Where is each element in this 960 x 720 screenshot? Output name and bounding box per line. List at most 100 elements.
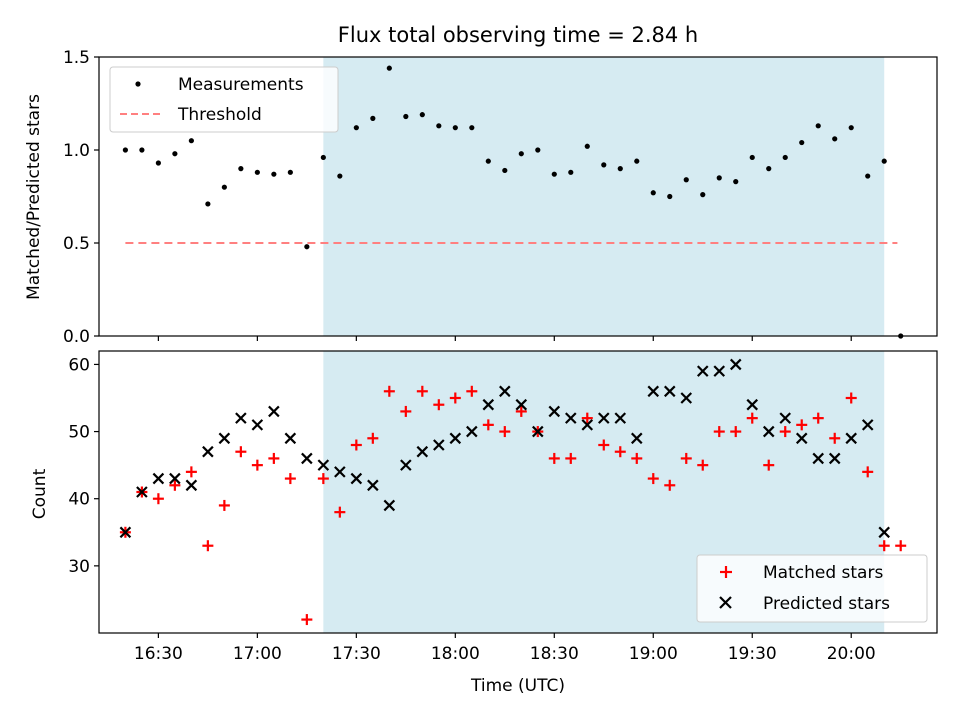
- measurement-point: [320, 154, 326, 161]
- measurement-point: [667, 193, 673, 200]
- matched-star-point: [284, 473, 296, 485]
- measurement-point: [799, 139, 805, 146]
- matched-star-point: [367, 432, 379, 444]
- measurement-point: [271, 171, 277, 177]
- matched-star-point: [235, 446, 247, 458]
- x-tick-label: 17:30: [332, 644, 381, 664]
- measurement-point: [436, 123, 442, 129]
- measurement-point: [634, 158, 640, 164]
- bottom-y-axis-label: Count: [30, 468, 50, 519]
- predicted-star-point: [136, 486, 148, 498]
- measurement-point: [584, 143, 590, 149]
- matched-star-point: [763, 459, 775, 471]
- matched-star-point: [383, 385, 395, 397]
- legend-threshold-label: Threshold: [177, 105, 262, 125]
- measurement-point: [419, 112, 425, 118]
- measurement-point: [403, 113, 409, 120]
- measurement-point: [469, 125, 475, 131]
- legend-measurements-marker: [135, 81, 141, 87]
- predicted-star-point: [614, 412, 627, 424]
- matched-star-point: [746, 412, 758, 424]
- predicted-star-point: [466, 425, 478, 438]
- bottom-y-tick-label: 50: [68, 423, 90, 443]
- bottom-y-tick-label: 30: [68, 557, 90, 577]
- measurement-point: [535, 147, 541, 153]
- predicted-star-point: [795, 432, 808, 445]
- x-tick-label: 20:00: [827, 644, 876, 664]
- matched-star-point: [169, 479, 181, 491]
- predicted-star-point: [861, 419, 874, 431]
- matched-star-point: [878, 540, 890, 552]
- matched-star-point: [400, 405, 412, 417]
- predicted-star-point: [268, 405, 280, 418]
- predicted-star-point: [663, 385, 676, 398]
- measurement-point: [485, 158, 491, 164]
- predicted-star-point: [202, 445, 214, 458]
- measurement-point: [733, 179, 739, 185]
- x-tick-label: 19:00: [629, 644, 678, 664]
- matched-star-point: [449, 392, 461, 404]
- matched-star-point: [268, 452, 280, 464]
- measurement-point: [337, 173, 343, 179]
- predicted-star-point: [729, 358, 742, 371]
- matched-star-point: [895, 540, 907, 552]
- measurement-point: [782, 154, 788, 161]
- measurement-point: [122, 147, 128, 153]
- x-tick-label: 17:00: [233, 644, 282, 664]
- predicted-star-point: [680, 392, 693, 404]
- predicted-star-point: [532, 425, 544, 438]
- legend-measurements-label: Measurements: [178, 75, 304, 95]
- predicted-star-point: [235, 412, 247, 424]
- predicted-star-point: [218, 432, 231, 445]
- top-panel: 0.0 0.5 1.0 1.5 Matched/Predicted stars Mea…: [24, 48, 938, 347]
- matched-star-point: [680, 452, 692, 464]
- matched-star-point: [631, 452, 643, 464]
- predicted-star-point: [565, 412, 577, 424]
- top-y-axis-label: Matched/Predicted stars: [24, 94, 44, 300]
- top-y-tick-label: 0.5: [63, 234, 90, 254]
- predicted-star-point: [400, 459, 412, 471]
- matched-star-point: [664, 479, 676, 491]
- matched-star-point: [713, 426, 725, 438]
- matched-star-point: [796, 419, 808, 431]
- measurement-point: [155, 160, 161, 166]
- bottom-legend: Matched stars Predicted stars: [696, 554, 928, 623]
- matched-star-point: [317, 473, 329, 485]
- matched-star-point: [334, 506, 346, 518]
- matched-star-point: [251, 459, 263, 471]
- predicted-star-point: [119, 526, 132, 539]
- measurement-point: [188, 138, 194, 144]
- measurement-point: [881, 158, 887, 164]
- predicted-star-point: [515, 398, 528, 411]
- matched-star-point: [812, 412, 824, 424]
- predicted-star-point: [449, 432, 462, 445]
- matched-star-point: [548, 452, 560, 464]
- legend-matched-marker: [720, 566, 732, 578]
- matched-star-point: [598, 439, 610, 451]
- measurement-point: [304, 244, 310, 250]
- matched-star-point: [202, 540, 214, 552]
- predicted-star-point: [334, 466, 346, 478]
- predicted-star-point: [598, 412, 610, 424]
- matched-star-point: [697, 459, 709, 471]
- predicted-star-point: [482, 398, 495, 411]
- bottom-plot-frame: [98, 350, 938, 634]
- matched-star-point: [482, 419, 494, 431]
- measurement-point: [683, 177, 689, 183]
- matched-star-point: [499, 426, 511, 438]
- matched-star-point: [581, 412, 593, 424]
- predicted-star-point: [548, 405, 561, 418]
- matched-star-point: [829, 432, 841, 444]
- predicted-star-point: [251, 419, 264, 431]
- top-y-tick-label: 0.0: [63, 327, 90, 347]
- x-tick-label: 16:30: [134, 644, 183, 664]
- measurement-point: [551, 171, 557, 177]
- predicted-star-point: [845, 432, 857, 445]
- predicted-star-point: [152, 472, 165, 485]
- matched-star-point: [845, 392, 857, 404]
- predicted-star-point: [713, 365, 726, 377]
- measurement-point: [452, 125, 458, 131]
- top-observing-window: [323, 57, 885, 336]
- measurement-point: [221, 184, 227, 190]
- predicted-star-point: [433, 439, 445, 451]
